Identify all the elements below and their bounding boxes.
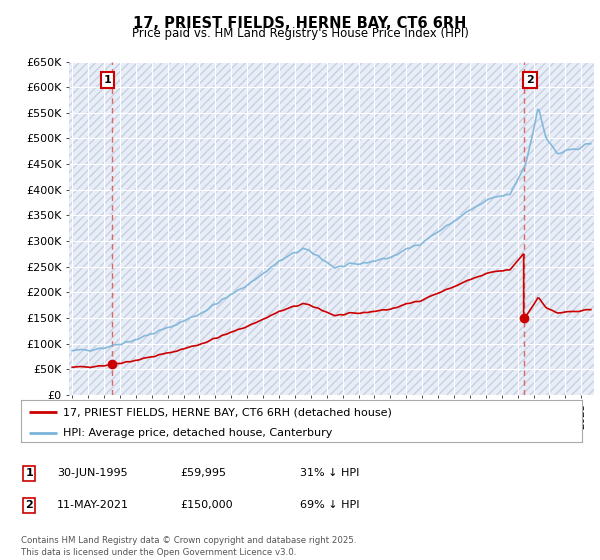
Text: 11-MAY-2021: 11-MAY-2021	[57, 500, 129, 510]
Text: 1: 1	[25, 468, 33, 478]
Text: Price paid vs. HM Land Registry's House Price Index (HPI): Price paid vs. HM Land Registry's House …	[131, 27, 469, 40]
Text: 31% ↓ HPI: 31% ↓ HPI	[300, 468, 359, 478]
Text: £59,995: £59,995	[180, 468, 226, 478]
Text: HPI: Average price, detached house, Canterbury: HPI: Average price, detached house, Cant…	[63, 428, 332, 438]
Text: £150,000: £150,000	[180, 500, 233, 510]
Text: 1: 1	[103, 75, 111, 85]
Text: Contains HM Land Registry data © Crown copyright and database right 2025.
This d: Contains HM Land Registry data © Crown c…	[21, 536, 356, 557]
Text: 17, PRIEST FIELDS, HERNE BAY, CT6 6RH: 17, PRIEST FIELDS, HERNE BAY, CT6 6RH	[133, 16, 467, 31]
Text: 2: 2	[25, 500, 33, 510]
Text: 30-JUN-1995: 30-JUN-1995	[57, 468, 128, 478]
Text: 2: 2	[526, 75, 534, 85]
Text: 17, PRIEST FIELDS, HERNE BAY, CT6 6RH (detached house): 17, PRIEST FIELDS, HERNE BAY, CT6 6RH (d…	[63, 407, 392, 417]
Text: 69% ↓ HPI: 69% ↓ HPI	[300, 500, 359, 510]
